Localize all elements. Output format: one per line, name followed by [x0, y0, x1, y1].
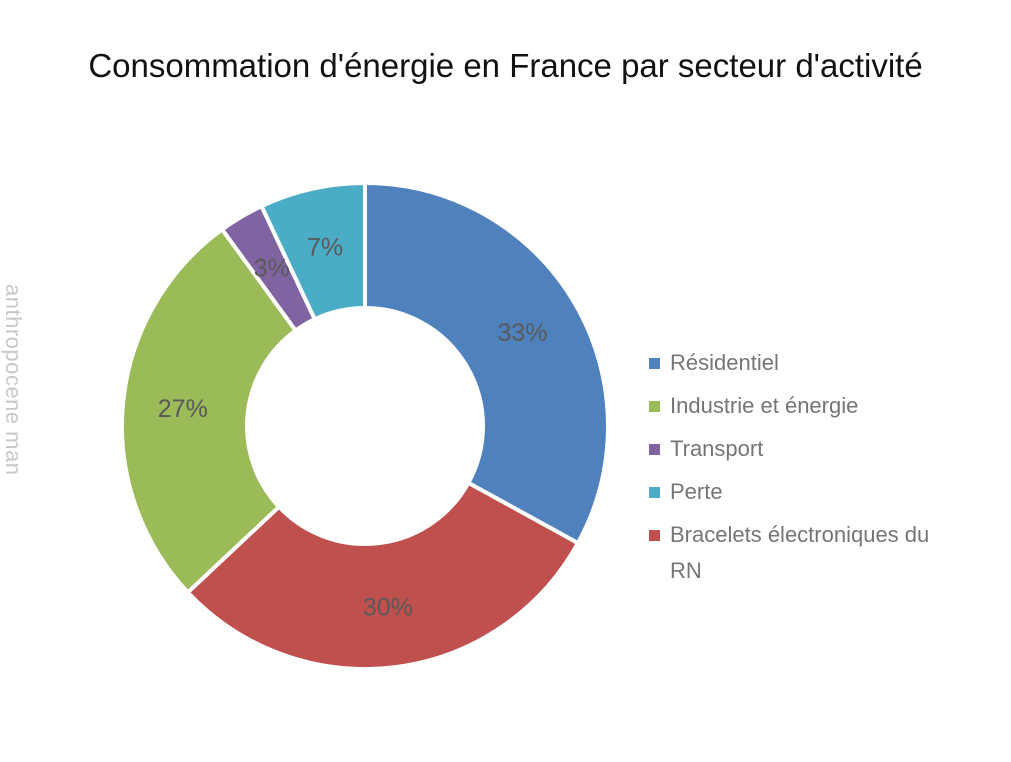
legend-swatch-icon	[649, 530, 660, 541]
donut-segment-residentiel	[363, 181, 610, 546]
chart-legend: Résidentiel Industrie et énergie Transport…	[649, 345, 949, 596]
legend-item-industrie-et-energie: Industrie et énergie	[649, 388, 949, 424]
donut-segment-industrie-et-energie	[120, 227, 298, 595]
data-label-bracelets-electroniques-du-rn: 30%	[363, 594, 413, 622]
legend-label: Transport	[670, 436, 764, 461]
donut-segment-perte	[259, 181, 367, 322]
donut-segment-bracelets-electroniques-du-rn	[185, 480, 580, 671]
watermark: anthropocene man	[1, 284, 26, 476]
chart-title: Consommation d'énergie en France par sec…	[88, 47, 923, 84]
legend-label: Résidentiel	[670, 350, 779, 375]
legend-label: Perte	[670, 479, 723, 504]
legend-item-transport: Transport	[649, 431, 949, 467]
data-label-industrie-et-energie: 27%	[158, 395, 208, 423]
data-label-perte: 7%	[307, 233, 343, 261]
data-label-transport: 3%	[254, 255, 290, 283]
data-label-residentiel: 33%	[497, 319, 547, 347]
legend-label: Bracelets électroniques du RN	[670, 522, 930, 583]
legend-swatch-icon	[649, 444, 660, 455]
legend-item-bracelets-electroniques-du-rn: Bracelets électroniques du RN	[649, 517, 949, 589]
legend-swatch-icon	[649, 487, 660, 498]
legend-item-perte: Perte	[649, 474, 949, 510]
legend-swatch-icon	[649, 401, 660, 412]
legend-swatch-icon	[649, 358, 660, 369]
legend-label: Industrie et énergie	[670, 393, 859, 418]
legend-item-residentiel: Résidentiel	[649, 345, 949, 381]
